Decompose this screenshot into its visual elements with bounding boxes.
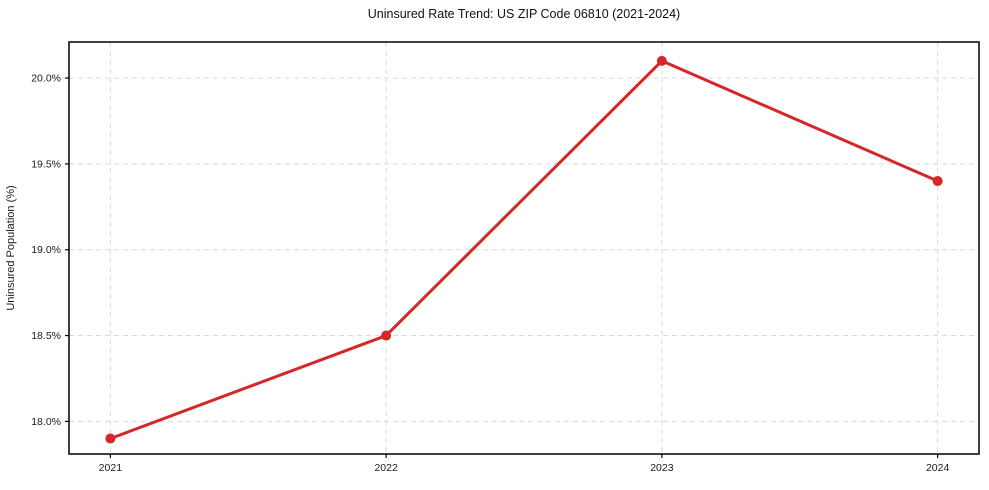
x-tick-label: 2023 [650,462,674,474]
grid-layer [69,42,979,454]
y-axis-label: Uninsured Population (%) [5,185,17,310]
x-tick-label: 2024 [926,462,950,474]
data-point [932,176,943,187]
y-tick-label: 19.0% [31,244,61,256]
y-tick-label: 20.0% [31,73,61,85]
data-point [381,330,392,341]
x-tick-label: 2022 [374,462,398,474]
y-tick-label: 18.0% [31,416,61,428]
data-line [108,59,940,441]
plot-border [68,41,980,455]
axis-layer: 2021 2022 2023 2024 18.0% 18.5% 19.0% 19.5% 20.0… [31,41,980,474]
y-tick-label: 19.5% [31,158,61,170]
chart-title: Uninsured Rate Trend: US ZIP Code 06810 … [367,7,681,21]
x-tick-label: 2021 [99,462,123,474]
data-point [656,55,667,66]
y-tick-label: 18.5% [31,330,61,342]
data-point [105,433,116,444]
data-layer [105,55,943,444]
